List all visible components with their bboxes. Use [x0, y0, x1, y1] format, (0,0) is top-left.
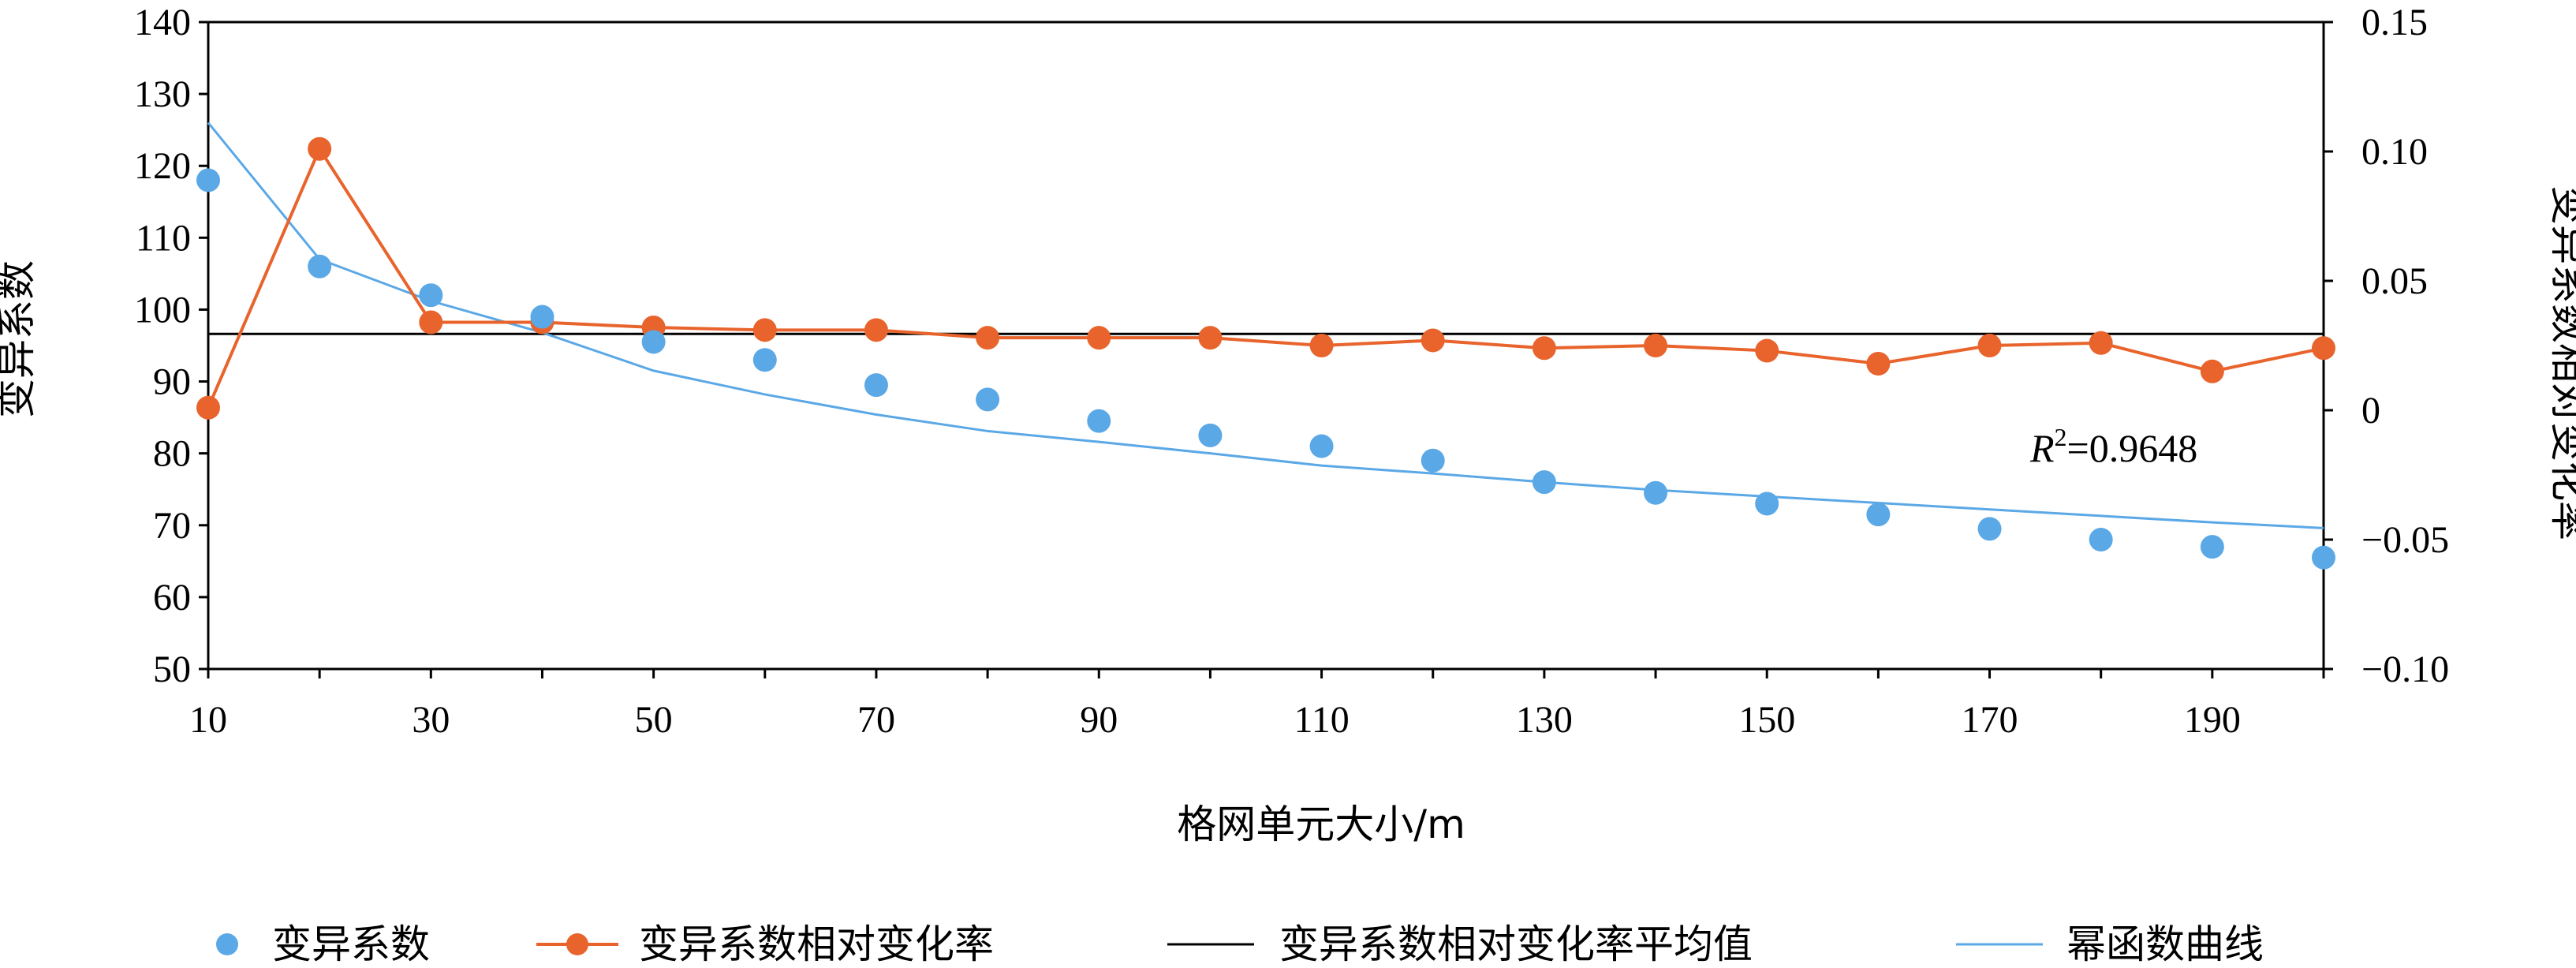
rate-point: [2200, 359, 2224, 383]
legend-label-cv: 变异系数: [272, 921, 430, 967]
x-tick-label: 50: [635, 699, 673, 741]
cv-point: [1532, 470, 1556, 495]
y-left-tick-label: 60: [153, 577, 191, 619]
rate-point: [1755, 338, 1779, 363]
x-axis-title: 格网单元大小/m: [1177, 802, 1465, 847]
cv-point: [1087, 409, 1111, 433]
legend-label-mean: 变异系数相对变化率平均值: [1279, 921, 1753, 967]
y-left-tick-label: 110: [136, 217, 191, 259]
rate-point: [1309, 334, 1334, 357]
r-squared-symbol: R: [2029, 426, 2055, 470]
rate-point: [308, 136, 332, 161]
legend-label-rate: 变异系数相对变化率: [639, 921, 994, 967]
y-left-tick-label: 80: [153, 433, 191, 475]
r-squared-annotation: R2=0.9648: [2029, 423, 2197, 470]
power-curve-line: [207, 121, 2324, 529]
x-tick-label: 90: [1080, 699, 1118, 741]
y-axis-right-title: 变异系数相对变化率: [2546, 185, 2576, 540]
series-layer: [196, 121, 2335, 570]
cv-point: [976, 387, 1000, 412]
y-left-tick-label: 50: [153, 648, 191, 690]
legend-marker-cv: [216, 933, 238, 955]
x-tick-label: 130: [1516, 699, 1573, 741]
cv-point: [752, 348, 777, 372]
cv-point: [1977, 517, 2002, 541]
cv-point: [641, 330, 666, 354]
y-right-tick-label: −0.10: [2361, 648, 2449, 690]
r-squared-value: =0.9648: [2067, 426, 2198, 470]
axes-layer: [199, 21, 2333, 678]
y-right-tick-label: 0.15: [2361, 2, 2428, 43]
y-right-tick-label: 0.10: [2361, 131, 2428, 173]
cv-point: [1755, 491, 1779, 516]
y-left-tick-label: 100: [134, 289, 191, 331]
rate-point: [1866, 351, 1891, 376]
x-tick-label: 70: [857, 699, 895, 741]
cv-point: [1309, 434, 1334, 458]
rate-point: [2089, 331, 2113, 355]
cv-point: [308, 254, 332, 278]
y-left-tick-label: 140: [134, 2, 191, 43]
rate-point: [419, 310, 443, 335]
rate-point: [976, 326, 1000, 350]
cv-point: [864, 373, 888, 398]
cv-point: [1644, 480, 1668, 505]
cv-point: [2200, 535, 2224, 559]
rate-point: [1532, 336, 1556, 361]
rate-point: [1087, 326, 1111, 350]
y-left-tick-label: 130: [134, 73, 191, 115]
rate-point: [864, 318, 888, 342]
legend: 变异系数 变异系数相对变化率 变异系数相对变化率平均值 幂函数曲线: [216, 921, 2264, 967]
cv-point: [2312, 545, 2335, 570]
cv-point: [530, 305, 554, 329]
rate-point: [1198, 326, 1223, 350]
rate-point: [196, 395, 220, 420]
cv-point: [1198, 423, 1223, 447]
cv-point: [196, 168, 220, 192]
y-right-tick-label: −0.05: [2361, 519, 2449, 561]
rate-point: [2312, 336, 2335, 361]
x-tick-label: 170: [1962, 699, 2018, 741]
y-right-tick-label: 0: [2361, 390, 2380, 432]
x-tick-label: 10: [189, 699, 227, 741]
y-left-tick-label: 70: [153, 505, 191, 547]
cv-point: [1421, 448, 1445, 473]
tick-labels: 50 60 70 80 90 100 110 120 130 140 −0.10 −0.05 0 0.05…: [134, 2, 2449, 741]
rate-point: [752, 318, 777, 342]
cv-point: [1866, 503, 1891, 527]
r-squared-superscript: 2: [2055, 423, 2067, 451]
x-tick-label: 110: [1294, 699, 1349, 741]
y-right-tick-label: 0.05: [2361, 260, 2428, 302]
rate-line: [207, 145, 2324, 409]
legend-label-power: 幂函数曲线: [2066, 921, 2264, 967]
x-tick-label: 30: [412, 699, 450, 741]
x-tick-label: 190: [2184, 699, 2241, 741]
y-left-tick-label: 120: [134, 145, 191, 187]
cv-point: [419, 283, 443, 308]
rate-point: [1644, 334, 1668, 357]
y-left-tick-label: 90: [153, 361, 191, 403]
rate-point: [1421, 328, 1445, 353]
legend-marker-rate: [566, 933, 588, 955]
y-axis-left-title: 变异系数: [0, 260, 39, 418]
cv-point: [2089, 528, 2113, 551]
rate-point: [1977, 334, 2002, 357]
x-tick-label: 150: [1738, 699, 1795, 741]
